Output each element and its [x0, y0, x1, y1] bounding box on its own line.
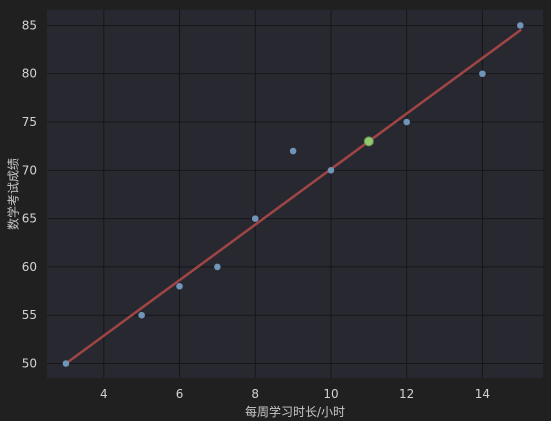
y-tick-label: 55	[22, 308, 37, 322]
fit-line-layer	[64, 29, 522, 365]
y-tick-label: 60	[22, 260, 37, 274]
data-point	[176, 282, 183, 290]
data-point	[479, 70, 486, 78]
data-point	[251, 215, 259, 222]
highlighted-point	[363, 136, 374, 147]
x-axis-label: 每周学习时长/小时	[245, 404, 345, 419]
y-axis-label: 数学考试成绩	[6, 158, 21, 230]
data-point	[289, 147, 297, 155]
fit-line	[64, 29, 522, 365]
y-tick-label: 80	[22, 67, 37, 81]
x-tick-label: 10	[323, 387, 338, 401]
data-point	[138, 311, 145, 319]
data-point	[62, 360, 70, 367]
y-tick-label: 85	[22, 18, 37, 32]
x-tick-label: 6	[176, 387, 184, 401]
y-axis-ticks: 50 55 60 65 70 75 80 85	[22, 18, 37, 370]
data-point	[327, 167, 335, 174]
x-axis-ticks: 4 6 8 10 12 14	[100, 387, 490, 401]
y-tick-label: 65	[22, 212, 37, 226]
y-tick-label: 50	[22, 357, 37, 371]
data-points	[62, 22, 524, 367]
x-tick-label: 14	[475, 387, 490, 401]
data-point	[214, 263, 221, 271]
y-tick-label: 70	[22, 163, 37, 177]
y-tick-label: 75	[22, 115, 37, 129]
data-point	[403, 118, 410, 126]
x-tick-label: 8	[251, 387, 259, 401]
x-tick-label: 4	[100, 387, 108, 401]
x-tick-label: 12	[399, 387, 414, 401]
data-point	[516, 22, 524, 29]
